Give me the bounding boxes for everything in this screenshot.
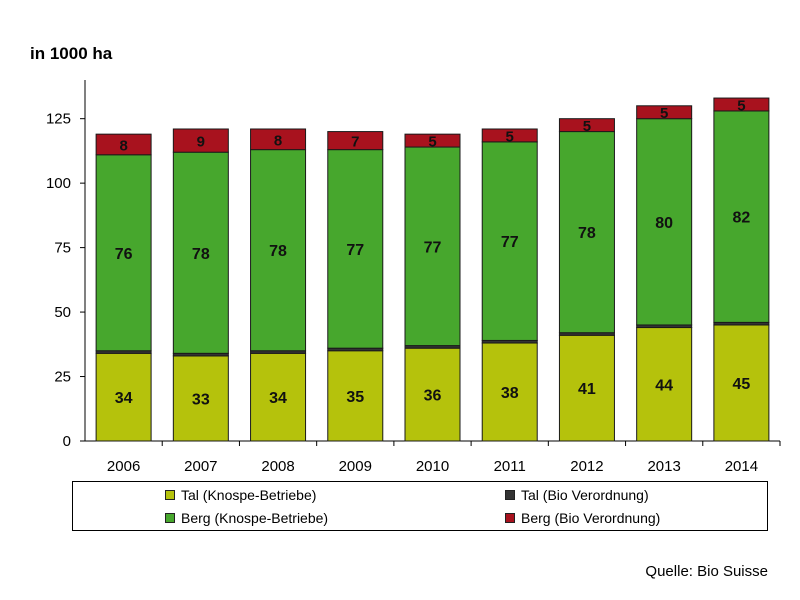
bar-segment-s3-2010 xyxy=(404,133,461,148)
bar-segment-s2-2011 xyxy=(481,141,538,341)
data-label-s3-2006: 8 xyxy=(119,137,127,154)
bar-segment-s2-2014 xyxy=(713,110,770,323)
data-label-s0-2013: 44 xyxy=(655,377,673,394)
x-tick-label: 2007 xyxy=(184,458,217,475)
data-label-s0-2011: 38 xyxy=(501,385,519,402)
bar-segment-s0-2007 xyxy=(172,355,229,442)
data-label-s0-2014: 45 xyxy=(732,376,750,393)
bar-segment-s0-2014 xyxy=(713,324,770,442)
bar-segment-s0-2009 xyxy=(327,350,384,442)
y-tick-label: 75 xyxy=(54,240,71,257)
legend-swatch-tal-bio xyxy=(505,490,515,500)
data-label-s0-2010: 36 xyxy=(424,388,442,405)
legend-label-tal-knospe: Tal (Knospe-Betriebe) xyxy=(181,487,317,503)
bar-segment-s3-2006 xyxy=(95,133,152,156)
bar-segment-s2-2006 xyxy=(95,154,152,352)
data-label-s3-2009: 7 xyxy=(351,134,359,151)
data-label-s2-2014: 82 xyxy=(732,210,750,227)
y-tick-label: 25 xyxy=(54,369,71,386)
data-label-s2-2011: 77 xyxy=(501,234,519,251)
data-label-s0-2006: 34 xyxy=(115,390,133,407)
bar-segment-s3-2012 xyxy=(558,118,615,133)
x-tick-label: 2006 xyxy=(107,458,140,475)
bar-segment-s0-2006 xyxy=(95,352,152,442)
legend-label-berg-knospe: Berg (Knospe-Betriebe) xyxy=(181,510,329,526)
data-label-s3-2013: 5 xyxy=(660,105,668,122)
unit-label: in 1000 ha xyxy=(30,44,113,63)
data-label-s2-2006: 76 xyxy=(115,246,133,263)
bar-segment-s2-2009 xyxy=(327,149,384,349)
legend-swatch-tal-knospe xyxy=(165,490,175,500)
y-tick-label: 125 xyxy=(46,111,71,128)
bar-segment-s2-2010 xyxy=(404,146,461,347)
legend: Tal (Knospe-Betriebe) Tal (Bio Verordnun… xyxy=(72,481,768,531)
y-tick-label: 0 xyxy=(63,433,71,450)
data-label-s0-2009: 35 xyxy=(346,389,364,406)
source-note: Quelle: Bio Suisse xyxy=(645,563,768,580)
data-label-s3-2011: 5 xyxy=(506,128,514,145)
x-tick-label: 2013 xyxy=(647,458,680,475)
bar-segment-s3-2013 xyxy=(636,105,693,120)
x-tick-label: 2010 xyxy=(416,458,449,475)
data-label-s2-2009: 77 xyxy=(346,242,364,259)
bar-segment-s2-2008 xyxy=(250,149,307,352)
data-label-s0-2007: 33 xyxy=(192,391,210,408)
data-label-s3-2007: 9 xyxy=(197,134,205,151)
legend-swatch-berg-bio xyxy=(505,513,515,523)
bar-segment-s0-2011 xyxy=(481,342,538,442)
legend-item-tal-bio: Tal (Bio Verordnung) xyxy=(505,487,649,503)
legend-swatch-berg-knospe xyxy=(165,513,175,523)
bar-segment-s2-2012 xyxy=(558,131,615,334)
data-label-s3-2012: 5 xyxy=(583,118,591,135)
data-label-s3-2008: 8 xyxy=(274,132,282,149)
legend-item-tal-knospe: Tal (Knospe-Betriebe) xyxy=(165,487,316,503)
stacked-bar-chart: 0255075100125200634176820073317892008341… xyxy=(46,80,781,475)
x-tick-label: 2014 xyxy=(725,458,758,475)
bar-segment-s3-2007 xyxy=(172,128,229,153)
bar-segment-s0-2013 xyxy=(636,327,693,442)
data-label-s0-2008: 34 xyxy=(269,390,287,407)
bar-segment-s3-2011 xyxy=(481,128,538,143)
data-label-s2-2013: 80 xyxy=(655,215,673,232)
y-tick-label: 100 xyxy=(46,175,71,192)
legend-label-berg-bio: Berg (Bio Verordnung) xyxy=(521,510,661,526)
legend-label-tal-bio: Tal (Bio Verordnung) xyxy=(521,487,649,503)
data-label-s0-2012: 41 xyxy=(578,381,596,398)
data-label-s3-2014: 5 xyxy=(737,97,745,114)
bar-segment-s3-2014 xyxy=(713,97,770,112)
x-tick-label: 2011 xyxy=(494,458,526,475)
legend-item-berg-knospe: Berg (Knospe-Betriebe) xyxy=(165,510,328,526)
y-tick-label: 50 xyxy=(54,304,71,321)
legend-item-berg-bio: Berg (Bio Verordnung) xyxy=(505,510,660,526)
data-label-s2-2012: 78 xyxy=(578,225,596,242)
bar-segment-s3-2009 xyxy=(327,131,384,151)
bar-segment-s0-2012 xyxy=(558,334,615,442)
data-label-s2-2007: 78 xyxy=(192,246,210,263)
x-tick-label: 2009 xyxy=(339,458,372,475)
bar-segment-s0-2010 xyxy=(404,347,461,442)
x-tick-label: 2012 xyxy=(570,458,603,475)
bar-segment-s3-2008 xyxy=(250,128,307,151)
data-label-s3-2010: 5 xyxy=(428,134,436,151)
data-label-s2-2010: 77 xyxy=(424,239,442,256)
bar-segment-s0-2008 xyxy=(250,352,307,442)
bar-segment-s2-2007 xyxy=(172,151,229,354)
data-label-s2-2008: 78 xyxy=(269,243,287,260)
x-tick-label: 2008 xyxy=(261,458,294,475)
